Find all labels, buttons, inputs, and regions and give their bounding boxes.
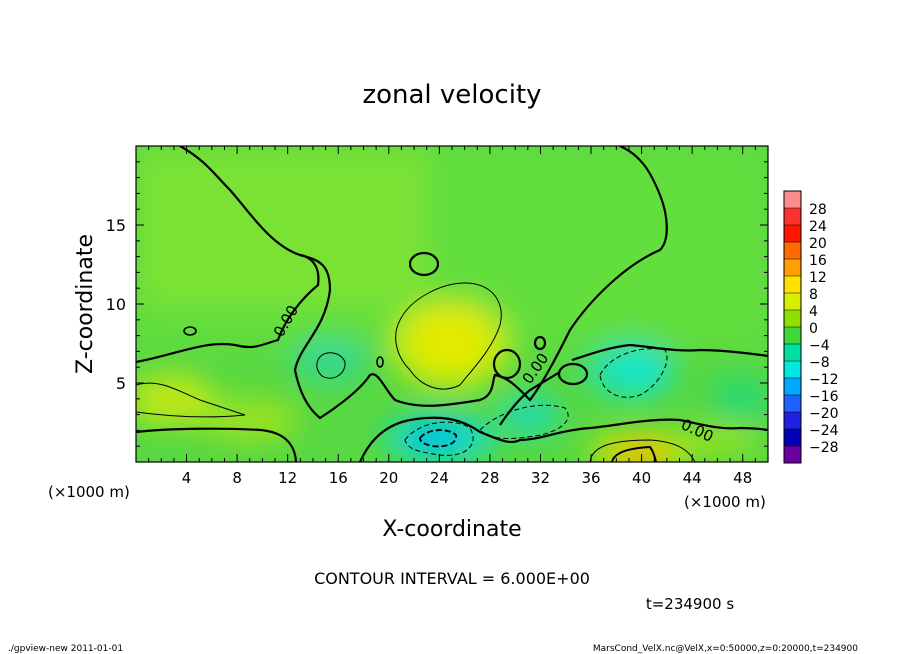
colorbar-swatch: [784, 225, 801, 243]
colorbar-swatch: [784, 344, 801, 362]
zero-contour-right: [571, 343, 768, 362]
contour-minus6-bottom: [404, 421, 474, 456]
colorbar-swatch: [784, 259, 801, 277]
colorbar-label: −28: [809, 440, 839, 456]
colorbar-label: 12: [809, 270, 827, 286]
contour-plus6-bottom: [589, 439, 696, 462]
zero-contour-island-3: [557, 362, 589, 386]
x-tick-label: 24: [430, 469, 449, 487]
zero-contour-main: [136, 146, 320, 364]
colorbar-label: −8: [809, 355, 830, 371]
x-unit-note-right: (×1000 m): [684, 493, 766, 511]
x-tick-label: 20: [379, 469, 398, 487]
colorbar-swatch: [784, 412, 801, 430]
plot-area: 0.00 0.00 0.00: [136, 146, 768, 462]
zero-contour-island-2: [492, 348, 522, 380]
contour-minus6-right: [599, 348, 668, 398]
colorbar-swatch: [784, 276, 801, 294]
zero-contour-island-1: [408, 251, 440, 277]
contour-lines: [136, 146, 768, 462]
colorbar-label: 28: [809, 202, 827, 218]
x-axis: 4 8 12 16 20 24 28 32 36 40 44 48: [135, 146, 769, 487]
zero-contour-ridge: [293, 146, 668, 420]
colorbar-swatch: [784, 446, 801, 464]
x-tick-label: 44: [683, 469, 702, 487]
colorbar-label: −24: [809, 423, 839, 439]
x-tick-label: 36: [581, 469, 600, 487]
colorbar-swatch: [784, 310, 801, 328]
x-tick-label: 28: [480, 469, 499, 487]
contour-plus6-left: [136, 382, 246, 418]
colorbar-swatch: [784, 395, 801, 413]
footer-right: MarsCond_VelX.nc@VelX,x=0:50000,z=0:2000…: [593, 644, 858, 654]
x-unit-note-left: (×1000 m): [48, 483, 130, 501]
contour-minus6-mid: [479, 404, 569, 439]
colorbar-label: −16: [809, 389, 839, 405]
y-tick-label: 5: [116, 374, 126, 393]
colorbar-swatch: [784, 208, 801, 226]
colorbar-label: 20: [809, 236, 827, 252]
y-tick-label: 15: [106, 216, 126, 235]
colorbar-swatch: [784, 429, 801, 447]
colorbar-swatch: [784, 191, 801, 209]
colorbar-swatch: [784, 293, 801, 311]
colorbar-swatch: [784, 378, 801, 396]
colorbar-label: −20: [809, 406, 839, 422]
colorbar-swatch: [784, 242, 801, 260]
colorbar-label: 0: [809, 321, 818, 337]
colorbar-label: 8: [809, 287, 818, 303]
colorbar-label: 4: [809, 304, 818, 320]
x-tick-label: 32: [531, 469, 550, 487]
colorbar-swatch: [784, 361, 801, 379]
x-tick-label: 40: [632, 469, 651, 487]
zero-contour-lower: [136, 427, 298, 462]
x-tick-label: 16: [329, 469, 348, 487]
zero-contour-island-6: [376, 356, 384, 368]
contour-plus6-small: [316, 352, 346, 379]
x-tick-label: 48: [733, 469, 752, 487]
contour-plus12-bottom: [611, 445, 657, 462]
footer-left: ./gpview-new 2011-01-01: [8, 644, 123, 654]
colorbar-label: −4: [809, 338, 830, 354]
colorbar-label: 24: [809, 219, 827, 235]
colorbar-swatch: [784, 327, 801, 345]
colorbar-label: −12: [809, 372, 839, 388]
contour-interval: CONTOUR INTERVAL = 6.000E+00: [314, 569, 590, 588]
x-axis-label: X-coordinate: [382, 517, 521, 542]
chart-title: zonal velocity: [362, 80, 541, 110]
zero-contour-island-5: [183, 326, 197, 336]
colorbar-label: 16: [809, 253, 827, 269]
contour-minus12-bottom: [419, 429, 458, 448]
y-axis: 5 10 15: [106, 145, 768, 463]
contour-plus6-center: [395, 282, 502, 390]
zero-contour-island-4: [533, 335, 547, 351]
time-stamp: t=234900 s: [646, 595, 734, 613]
zero-contour-bottom: [358, 416, 768, 462]
y-axis-label: Z-coordinate: [73, 234, 98, 374]
x-tick-label: 8: [232, 469, 242, 487]
y-tick-label: 10: [106, 295, 126, 314]
x-tick-label: 4: [182, 469, 192, 487]
x-tick-label: 12: [278, 469, 297, 487]
